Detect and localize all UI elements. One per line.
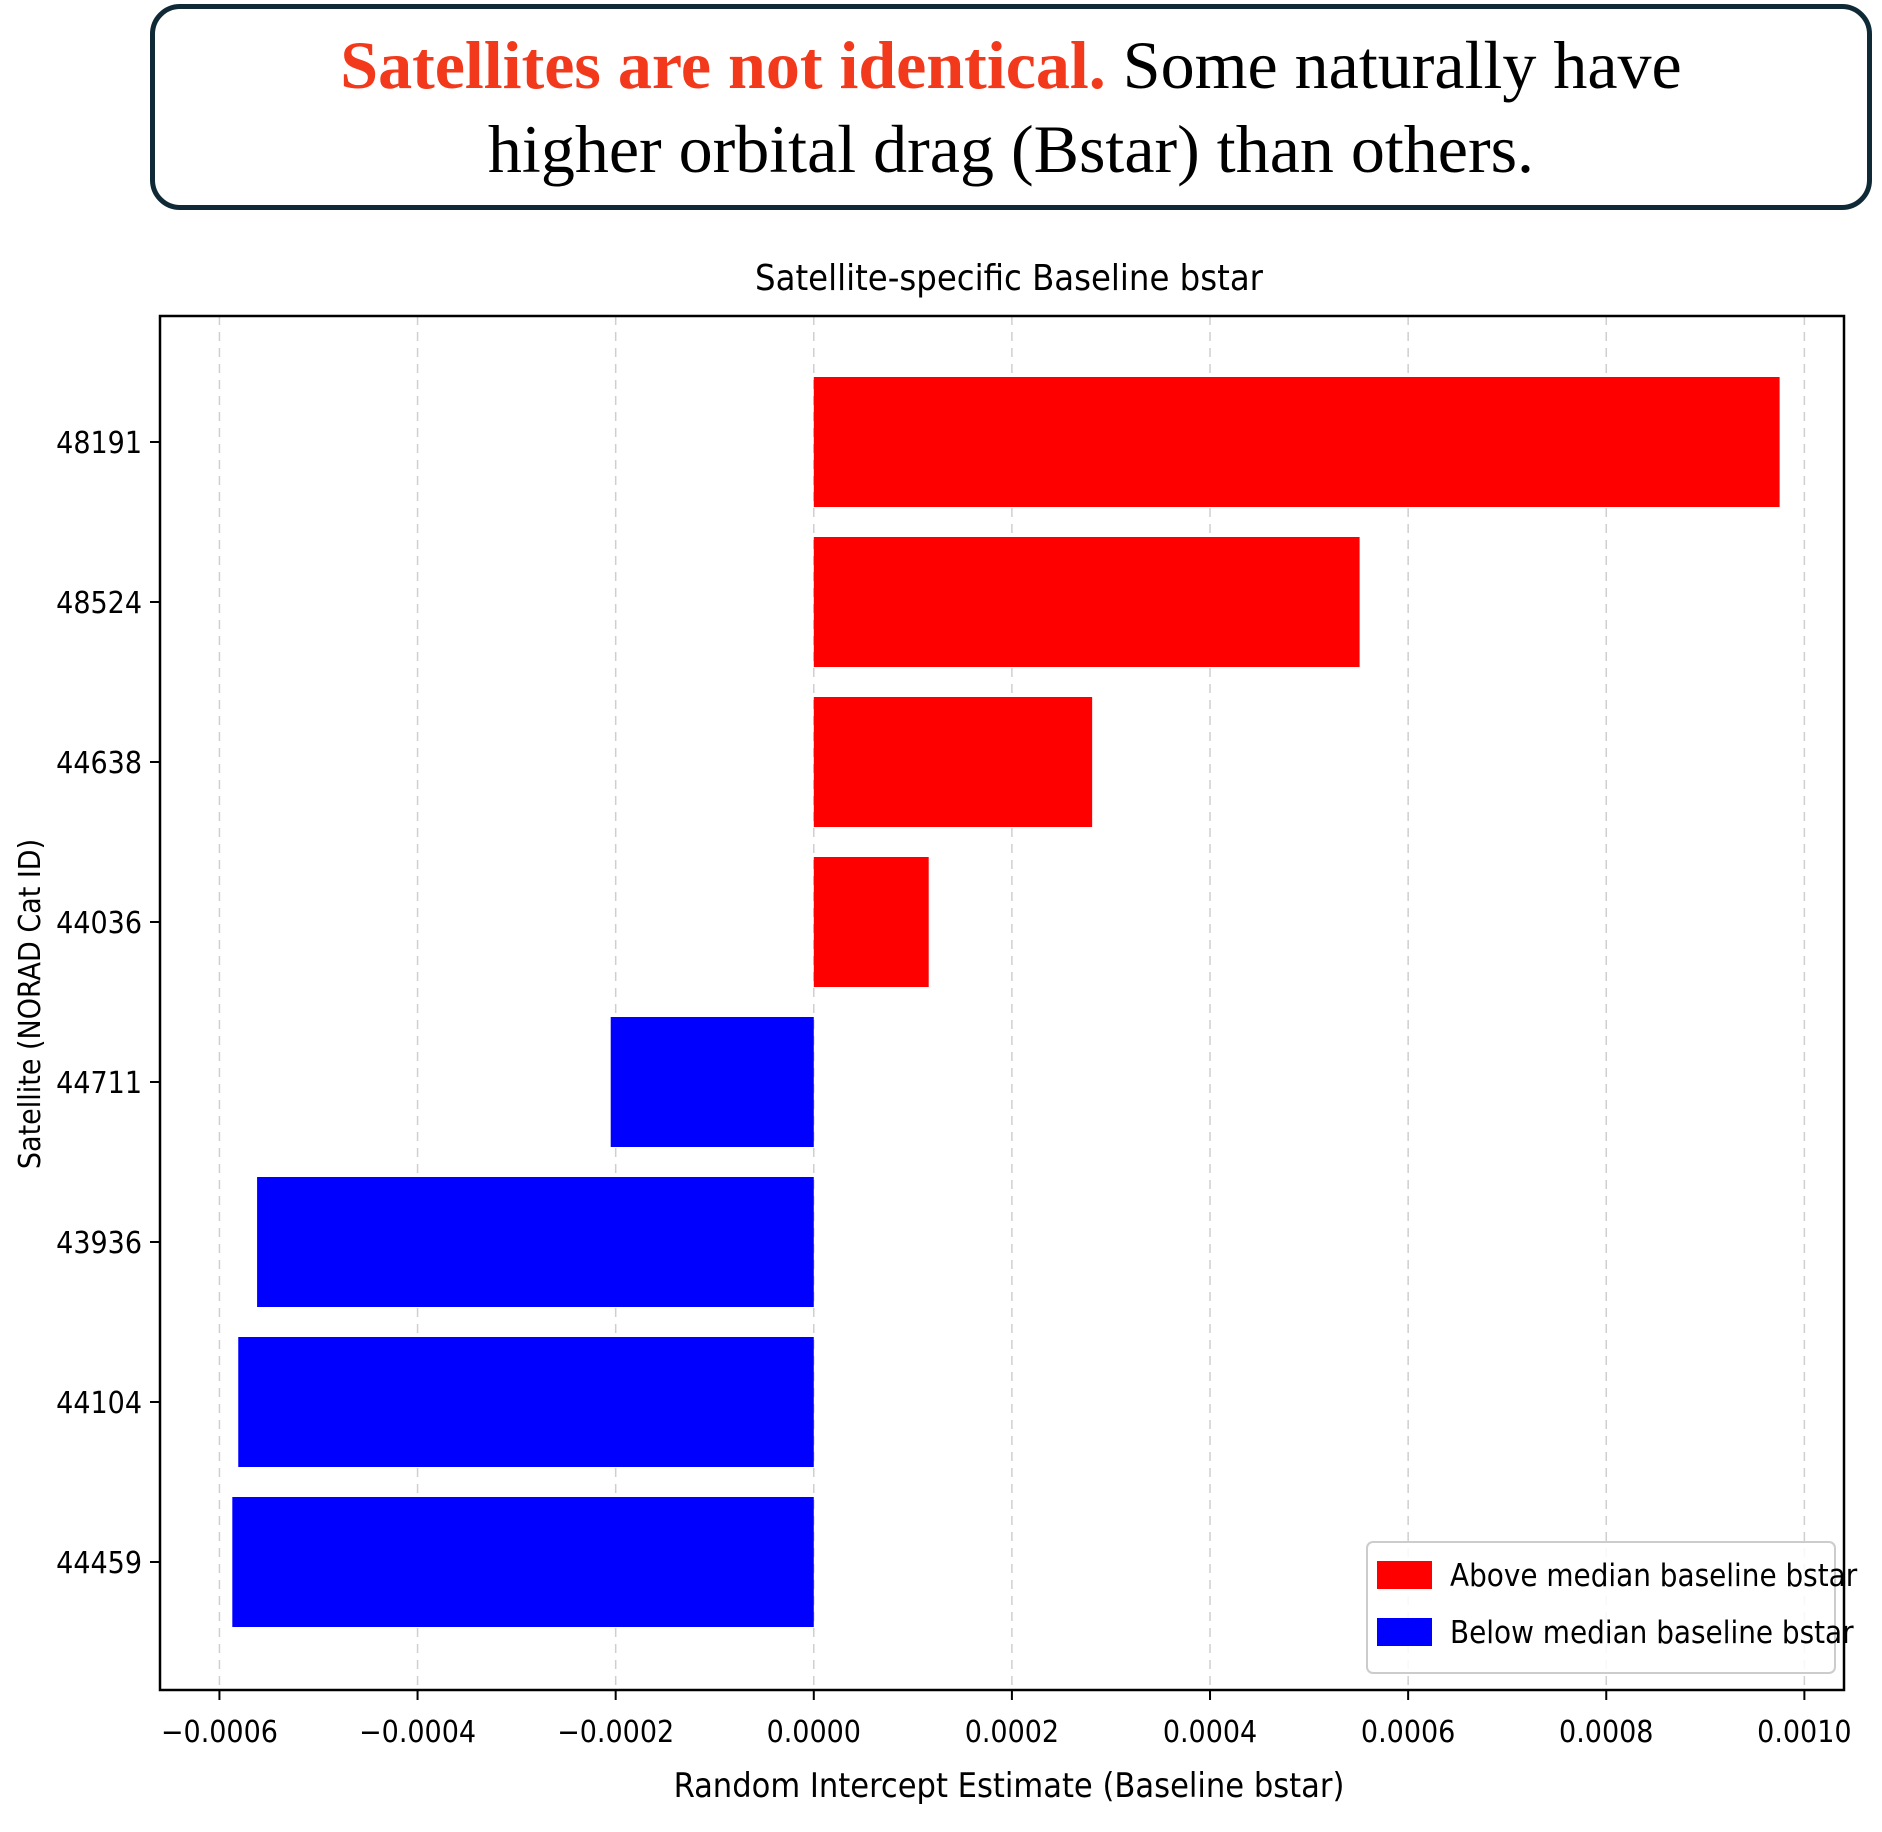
- chart-title: Satellite-specific Baseline bstar: [755, 258, 1264, 299]
- callout-highlight: Satellites are not identical.: [340, 27, 1106, 103]
- callout-line-1: Satellites are not identical. Some natur…: [340, 23, 1681, 107]
- y-tick-label: 44459: [56, 1546, 142, 1581]
- legend-frame: [1366, 1541, 1836, 1674]
- bar-44638: [813, 697, 1093, 827]
- x-axis-ticks: −0.0006 −0.0004 −0.0002 0.0000 0.0002 0.0004 0…: [161, 1690, 1852, 1750]
- bars: [232, 377, 1780, 1627]
- legend: Above median baseline bstar Below median …: [1366, 1541, 1858, 1674]
- plot-frame: [158, 314, 1846, 1692]
- callout-line-2: higher orbital drag (Bstar) than others.: [487, 111, 1535, 187]
- y-tick-label: 48524: [56, 586, 142, 621]
- x-tick-label: 0.0008: [1559, 1715, 1653, 1750]
- x-tick-label: −0.0004: [359, 1715, 476, 1750]
- y-tick-label: 43936: [56, 1226, 142, 1261]
- callout-box: Satellites are not identical. Some natur…: [150, 4, 1872, 210]
- x-gridlines: [218, 316, 1806, 1690]
- y-tick-label: 48191: [56, 426, 142, 461]
- x-tick-label: 0.0000: [767, 1715, 861, 1750]
- bar-44036: [813, 857, 929, 987]
- y-tick-label: 44711: [56, 1066, 142, 1101]
- legend-swatch-below: [1377, 1618, 1432, 1646]
- x-tick-label: 0.0004: [1163, 1715, 1257, 1750]
- bar-43936: [257, 1177, 814, 1307]
- callout-line-1-rest: Some naturally have: [1105, 27, 1682, 103]
- y-tick-label: 44036: [56, 906, 142, 941]
- x-tick-label: 0.0006: [1361, 1715, 1455, 1750]
- legend-swatch-above: [1377, 1561, 1432, 1589]
- x-tick-label: −0.0006: [161, 1715, 278, 1750]
- y-tick-label: 44104: [56, 1386, 142, 1421]
- bar-48524: [813, 537, 1360, 667]
- legend-label-below: Below median baseline bstar: [1450, 1615, 1854, 1651]
- legend-label-above: Above median baseline bstar: [1450, 1558, 1858, 1594]
- bar-44104: [238, 1337, 814, 1467]
- x-tick-label: −0.0002: [557, 1715, 674, 1750]
- y-axis-label: Satellite (NORAD Cat ID): [13, 839, 48, 1169]
- y-axis-ticks: 48191 48524 44638 44036 44711 43936 44104 44459: [56, 426, 160, 1581]
- y-tick-label: 44638: [56, 746, 142, 781]
- bar-44711: [610, 1017, 814, 1147]
- bar-44459: [232, 1497, 814, 1627]
- x-tick-label: 0.0010: [1757, 1715, 1851, 1750]
- x-tick-label: 0.0002: [965, 1715, 1059, 1750]
- x-axis-label: Random Intercept Estimate (Baseline bsta…: [674, 1766, 1345, 1806]
- bar-48191: [813, 377, 1780, 507]
